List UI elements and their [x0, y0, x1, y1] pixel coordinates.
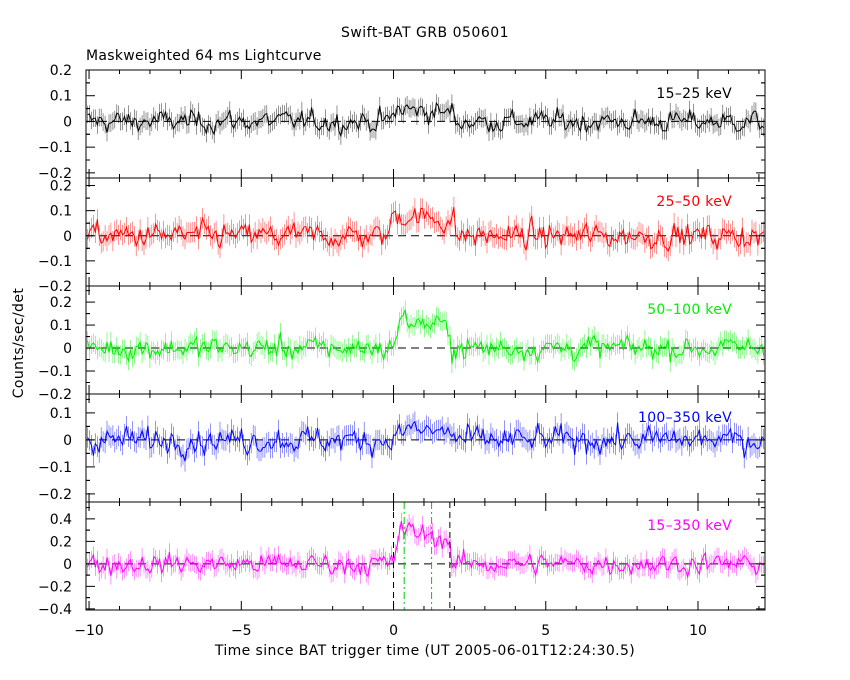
- x-tick-labels: −10 −5 0 5 10: [74, 623, 707, 639]
- y-tick-label: −0.4: [38, 602, 72, 618]
- chart-title: Swift-BAT GRB 050601: [341, 25, 509, 41]
- y-tick-label: 0.2: [50, 534, 72, 550]
- lightcurve-series: [87, 207, 765, 253]
- y-tick-label: −0.1: [38, 364, 72, 380]
- y-tick-label: 0.1: [50, 318, 72, 334]
- y-tick-label: 0: [63, 229, 72, 245]
- panel-1: −0.2 −0.1 0 0.1 0.2 15–25 keV: [38, 63, 766, 182]
- y-tick-label: −0.1: [38, 140, 72, 156]
- band-label: 25–50 keV: [656, 194, 732, 210]
- x-tick-label: 0: [389, 623, 398, 639]
- y-tick-label: 0: [63, 341, 72, 357]
- y-axis-label: Counts/sec/det: [11, 288, 27, 399]
- panel-2: −0.2 −0.1 0 0.1 0.2 25–50 keV: [38, 177, 766, 295]
- y-tick-label: 0: [63, 114, 72, 130]
- band-label: 50–100 keV: [647, 302, 732, 318]
- y-tick-label: 0: [63, 433, 72, 449]
- y-tick-label: 0.2: [50, 179, 72, 195]
- band-label: 100–350 keV: [638, 410, 732, 426]
- y-tick-label: 0.1: [50, 89, 72, 105]
- y-tick-label: 0.1: [50, 204, 72, 220]
- x-axis-label: Time since BAT trigger time (UT 2005-06-…: [214, 643, 635, 659]
- panel-3: −0.2 −0.1 0 0.1 0.2 50–100 keV: [38, 285, 766, 403]
- panel-5: −0.4 −0.2 0 0.2 0.4 15–350 keV: [38, 501, 766, 618]
- y-tick-label: −0.2: [38, 279, 72, 295]
- panel-4: −0.2 −0.1 0 0.1 100–350 keV: [38, 393, 766, 503]
- x-tick-label: 10: [689, 623, 707, 639]
- x-tick-label: 5: [541, 623, 550, 639]
- y-tick-label: 0: [63, 557, 72, 573]
- y-tick-label: −0.1: [38, 460, 72, 476]
- y-tick-label: −0.2: [38, 166, 72, 182]
- x-tick-label: −5: [231, 623, 252, 639]
- y-tick-label: −0.2: [38, 579, 72, 595]
- lightcurve-series: [87, 420, 765, 462]
- y-tick-label: 0.2: [50, 63, 72, 79]
- chart-subtitle: Maskweighted 64 ms Lightcurve: [86, 48, 322, 64]
- band-label: 15–350 keV: [647, 518, 732, 534]
- y-tick-label: −0.2: [38, 387, 72, 403]
- band-label: 15–25 keV: [656, 86, 732, 102]
- y-tick-label: 0.1: [50, 406, 72, 422]
- x-tick-label: −10: [74, 623, 104, 639]
- panels-group: −0.2 −0.1 0 0.1 0.2 15–25 keV −0.2 −0.1 0 0.1 0.2 2…: [38, 63, 766, 618]
- panel-frame: [85, 501, 766, 611]
- y-tick-label: 0.2: [50, 295, 72, 311]
- y-tick-label: −0.1: [38, 254, 72, 270]
- y-tick-label: −0.2: [38, 487, 72, 503]
- y-tick-label: 0.4: [50, 512, 72, 528]
- lightcurve-series: [87, 101, 764, 138]
- lightcurve-series: [87, 521, 764, 579]
- lightcurve-series: [87, 309, 765, 365]
